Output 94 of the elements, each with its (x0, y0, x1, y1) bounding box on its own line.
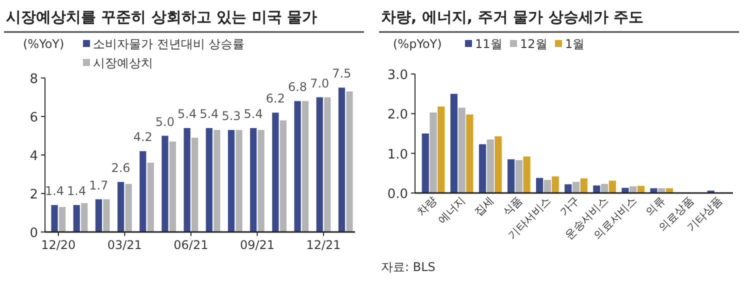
data-label: 5.0 (155, 114, 175, 129)
bar (637, 186, 645, 193)
bar (422, 134, 429, 193)
data-label: 5.4 (244, 107, 263, 122)
y-tick-label: 0.0 (387, 187, 408, 202)
chart-title: 시장예상치를 꾸준히 상회하고 있는 미국 물가 (6, 8, 318, 26)
bar (147, 162, 154, 232)
bar (184, 128, 190, 232)
data-label: 1.4 (67, 184, 86, 198)
bar (103, 199, 110, 232)
data-label: 5.4 (178, 107, 197, 122)
bar (73, 205, 80, 232)
bar (214, 130, 220, 232)
bar (346, 91, 353, 232)
bar (593, 185, 600, 193)
bar (486, 139, 494, 193)
bar (466, 114, 474, 193)
bar (236, 130, 242, 232)
bar (666, 188, 674, 193)
bar (95, 199, 102, 232)
bar (228, 130, 235, 232)
bar (544, 180, 551, 193)
bar (117, 182, 124, 232)
bar (338, 88, 346, 232)
bar (192, 138, 198, 232)
bar (438, 106, 445, 193)
bar (162, 136, 168, 232)
bar (601, 184, 608, 193)
data-label: 5.4 (200, 107, 219, 122)
y-axis-title: (%pYoY) (393, 37, 442, 51)
data-label: 4.2 (133, 130, 152, 144)
bar (507, 159, 515, 193)
y-tick-label: 0 (30, 226, 38, 241)
legend-label: 11월 (475, 37, 502, 51)
y-axis-title: (%YoY) (23, 37, 64, 51)
bar (658, 188, 666, 193)
bar (324, 97, 331, 232)
bar (494, 136, 502, 193)
y-tick-label: 6 (30, 110, 38, 126)
bar (515, 160, 522, 193)
bar (622, 188, 629, 193)
y-tick-label: 4 (30, 149, 38, 164)
bar (280, 120, 287, 232)
bar (81, 203, 88, 232)
bar (536, 178, 544, 193)
bar (478, 144, 486, 193)
bar (272, 112, 279, 232)
data-label: 7.5 (332, 66, 352, 81)
bar (572, 182, 580, 193)
bar (316, 97, 323, 232)
data-label: 7.0 (310, 76, 330, 90)
x-tick-label: 06/21 (174, 238, 208, 252)
bar (51, 205, 58, 232)
bar (169, 142, 176, 232)
data-label: 5.3 (222, 108, 241, 123)
data-label: 6.2 (266, 92, 285, 106)
bar (458, 108, 466, 193)
bar (608, 180, 616, 193)
legend-label: 12월 (520, 37, 548, 51)
bar (430, 112, 437, 193)
bar (552, 176, 559, 193)
bar (650, 188, 658, 193)
x-tick-label: 03/21 (107, 238, 142, 252)
bar (250, 128, 257, 232)
bar (125, 184, 132, 232)
data-label: 2.6 (111, 160, 130, 175)
y-tick-label: 2 (30, 188, 38, 202)
x-tick-label: 12/20 (41, 238, 76, 252)
legend-label: 시장예상치 (93, 56, 153, 70)
chart-title: 차량, 에너지, 주거 물가 상승세가 주도 (381, 8, 644, 26)
y-tick-label: 8 (30, 72, 38, 87)
x-tick-label: 차량 (414, 194, 440, 219)
legend-label: 소비자물가 전년대비 상승률 (93, 37, 245, 51)
data-label: 6.8 (288, 80, 308, 94)
y-tick-label: 1.0 (387, 147, 408, 162)
x-tick-label: 집세 (472, 194, 496, 219)
x-tick-label: 12/21 (306, 238, 341, 252)
bar (580, 178, 588, 193)
text: 자료: BLS (381, 260, 436, 274)
data-label: 1.7 (89, 178, 108, 192)
bar (564, 184, 572, 193)
bar (294, 101, 301, 232)
y-tick-label: 2.0 (387, 108, 408, 123)
bar (140, 151, 146, 232)
legend-label: 1월 (565, 37, 585, 51)
y-tick-label: 3.0 (387, 68, 408, 83)
bar (523, 156, 530, 193)
bar (302, 101, 309, 232)
bar (450, 94, 458, 193)
bar (258, 130, 264, 232)
x-tick-label: 09/21 (240, 238, 275, 252)
bar (58, 206, 66, 232)
data-label: 1.4 (44, 184, 64, 198)
bar (206, 128, 212, 232)
